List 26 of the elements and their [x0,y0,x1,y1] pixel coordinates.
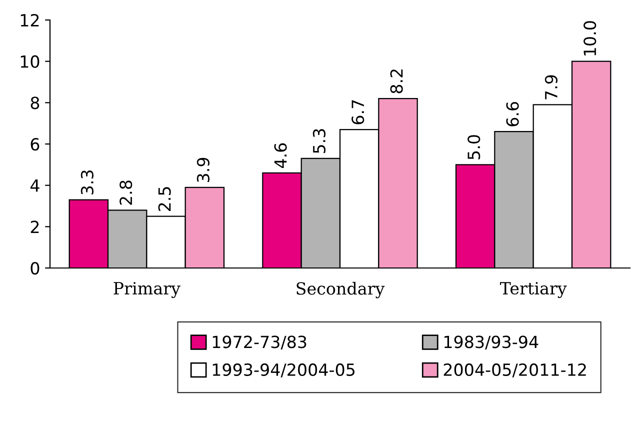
legend-label: 1993-94/2004-05 [212,363,355,378]
data-label: 8.2 [390,70,403,94]
data-label: 4.6 [274,143,287,168]
data-label: 3.3 [80,170,94,194]
y-tick-label: 4 [30,180,40,192]
y-tick-label: 8 [30,96,40,110]
y-tick-label: 2 [30,220,39,233]
y-tick-label: 10 [20,55,40,68]
data-label: 6.7 [352,100,364,124]
data-label: 6.6 [506,102,519,126]
data-label: 2.5 [158,187,171,211]
data-label: 2.8 [120,180,132,205]
y-tick-label: 12 [20,14,39,26]
legend-label: 2004-05/2011-12 [444,363,586,378]
legend-label: 1972-73/83 [212,336,306,350]
data-label: 5.0 [468,135,480,160]
data-label: 5.3 [312,129,326,154]
data-label: 10.0 [584,21,596,56]
x-tick-label: Tertiary [500,282,567,298]
y-tick-label: 6 [30,138,40,151]
x-tick-label: Secondary [296,282,385,298]
y-tick-label: 0 [30,262,40,275]
data-label: 7.9 [544,75,558,100]
legend-label: 1983/93-94 [444,336,538,350]
data-label: 3.9 [196,158,210,182]
x-tick-label: Primary [114,282,180,298]
